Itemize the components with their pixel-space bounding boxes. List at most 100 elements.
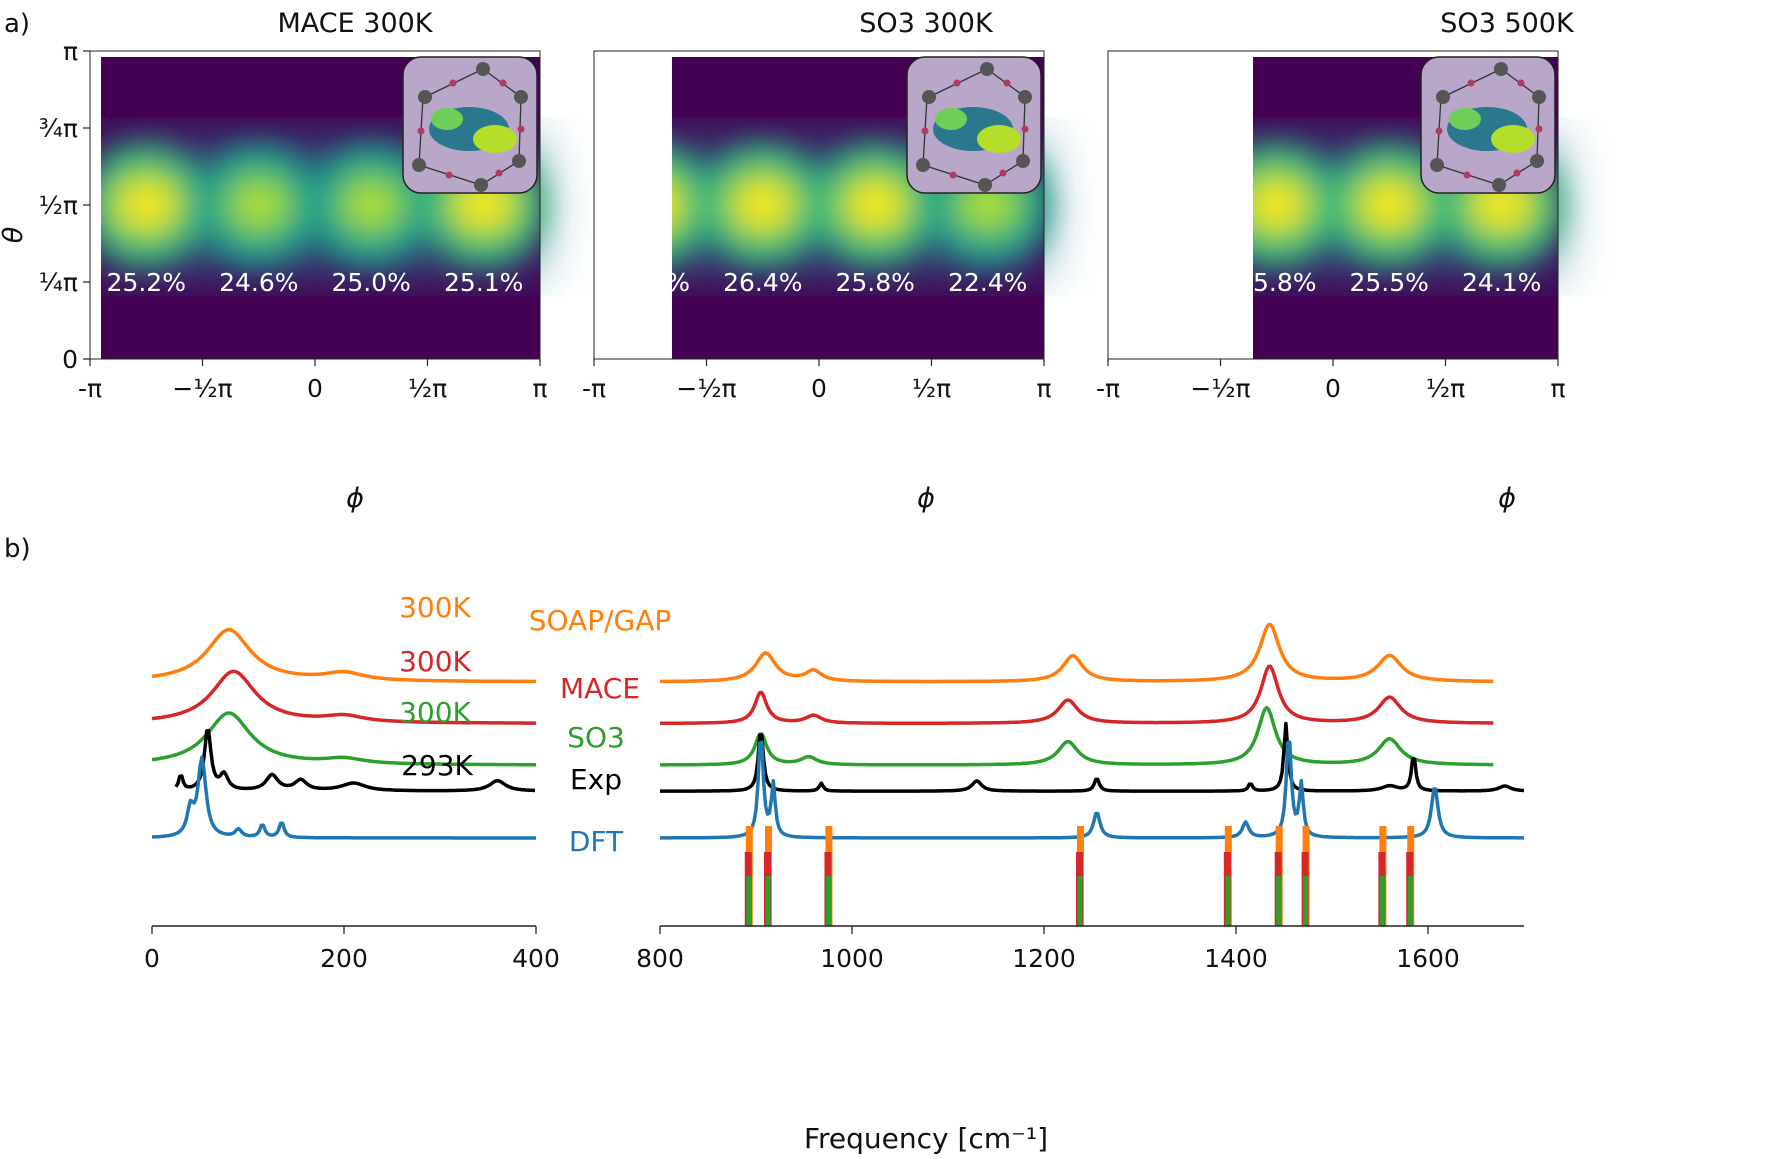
inset-atom-small: [1021, 125, 1029, 133]
peak-percent-label: 24.5%: [1125, 268, 1204, 297]
inset-atom-small: [417, 127, 425, 135]
legend-series-name: SO3: [567, 721, 625, 754]
stick-mark: [1225, 876, 1231, 926]
stick-mark: [746, 876, 752, 926]
heatmap-peak-core: [630, 187, 670, 223]
peak-percent-label: 25.4%: [611, 268, 690, 297]
inset-atom: [1436, 90, 1450, 104]
x-tick-label: −½π: [676, 374, 736, 403]
inset-atom-small: [1435, 127, 1443, 135]
inset-atom-small: [1535, 125, 1543, 133]
legend-series-name: MACE: [560, 672, 640, 705]
heatmap-peak-core: [1256, 186, 1297, 223]
y-tick-label: 0: [62, 345, 78, 374]
y-tick-label: π: [63, 37, 78, 66]
x-tick-label: 200: [320, 944, 368, 973]
peak-percent-label: 25.1%: [444, 268, 523, 297]
phi-axis-label: ϕ: [917, 483, 935, 514]
x-tick-label: π: [1550, 374, 1565, 403]
inset-atom: [412, 158, 426, 172]
inset-atom-small: [921, 127, 929, 135]
inset-atom: [916, 158, 930, 172]
heatmap-peak-core: [1481, 186, 1522, 223]
heatmap-peak-core: [855, 186, 896, 223]
heatmap-peak-core: [126, 186, 167, 223]
panel-a-label: a): [4, 9, 30, 39]
x-tick-label: 0: [307, 374, 323, 403]
x-tick-label: −½π: [172, 374, 232, 403]
heatmap-panel-so3-500k: SO3 500K 24.5% 25.8% 25.5% 24.1% -π −½π 0 ½π π ϕ: [1096, 8, 1575, 514]
spectrum-line-exp: [660, 721, 1525, 793]
panel-b-label: b): [4, 534, 31, 564]
inset-atom: [978, 178, 992, 192]
inset-atom: [1016, 154, 1030, 168]
x-tick-label: 800: [636, 944, 684, 973]
heatmap-title: MACE 300K: [277, 8, 433, 39]
inset-atom: [1532, 90, 1546, 104]
x-tick-label: ½π: [912, 374, 951, 403]
inset-atom: [474, 178, 488, 192]
spectrum-line-dft: [151, 755, 536, 840]
y-tick-label: ¼π: [39, 268, 78, 297]
heatmap-peak-halo: [1102, 145, 1226, 265]
peak-percent-label: 24.6%: [219, 268, 298, 297]
x-tick-label: 1000: [820, 944, 884, 973]
inset-atom: [1492, 178, 1506, 192]
heatmap-title: SO3 500K: [1440, 8, 1575, 39]
spectrum-line-soap-gap: [659, 622, 1494, 684]
inset-atom-small: [1003, 79, 1011, 87]
heatmap-peak-halo: [672, 148, 713, 262]
phi-axis-label: ϕ: [1498, 483, 1516, 514]
x-tick-label: π: [532, 374, 547, 403]
x-tick-label: 1200: [1012, 944, 1076, 973]
x-tick-label: −½π: [1190, 374, 1250, 403]
x-tick-label: 1400: [1204, 944, 1268, 973]
inset-atom-small: [999, 169, 1007, 177]
inset-orbital-highlight: [977, 125, 1021, 153]
inset-atom: [1018, 90, 1032, 104]
x-tick-label: 1600: [1396, 944, 1460, 973]
spectrum-line-soap-gap: [151, 627, 536, 684]
heatmap-peak-core: [463, 186, 504, 223]
inset-atom-small: [1463, 171, 1471, 179]
inset-atom-small: [1513, 169, 1521, 177]
heatmap-peak-core: [351, 186, 392, 223]
spectrum-line-mace: [660, 664, 1494, 726]
inset-atom-small: [517, 125, 525, 133]
inset-atom-small: [495, 169, 503, 177]
stick-mark: [825, 876, 831, 926]
legend-series-name: Exp: [570, 763, 622, 796]
heatmap-panel-mace-300k: MACE 300K 25.2% 24.6% 25.0% 25.1% -π −½π 0 ½π π 0…: [0, 8, 548, 514]
spectrum-line-so3: [151, 711, 536, 767]
x-tick-label: π: [1036, 374, 1051, 403]
inset-atom: [512, 154, 526, 168]
x-tick-label: 400: [512, 944, 560, 973]
peak-percent-label: 25.0%: [332, 268, 411, 297]
legend-temperature: 300K: [399, 696, 471, 729]
inset-atom: [1530, 154, 1544, 168]
inset-atom: [1494, 62, 1508, 76]
stick-mark: [1276, 876, 1282, 926]
legend-temperature: 293K: [401, 749, 473, 782]
x-tick-label: 0: [144, 944, 160, 973]
inset-atom: [514, 90, 528, 104]
x-tick-label: 0: [1325, 374, 1341, 403]
crystal-inset-image: [402, 56, 538, 194]
inset-atom-small: [445, 171, 453, 179]
inset-orbital-highlight: [473, 125, 517, 153]
heatmap-field: [1102, 57, 1564, 359]
inset-atom: [418, 90, 432, 104]
heatmap-panel-so3-300k: SO3 300K 25.4% 26.4% 25.8% 22.4% -π −½π 0 ½π π ϕ: [582, 8, 1052, 514]
legend-temperature: 300K: [399, 591, 471, 624]
peak-percent-label: 22.4%: [948, 268, 1027, 297]
peak-percent-label: 25.8%: [836, 268, 915, 297]
peak-percent-label: 26.4%: [723, 268, 802, 297]
x-tick-label: -π: [582, 374, 606, 403]
heatmap-peak-mid: [1126, 171, 1202, 239]
y-tick-label: ½π: [39, 191, 78, 220]
peak-percent-label: 24.1%: [1462, 268, 1541, 297]
heatmap-peak-core: [238, 186, 279, 223]
spectrum-panel: 0 200 400 800 1000 1200 1400 1600 300K SOAP/GAP 3…: [144, 591, 1525, 1155]
theta-axis-label: θ: [0, 227, 29, 244]
